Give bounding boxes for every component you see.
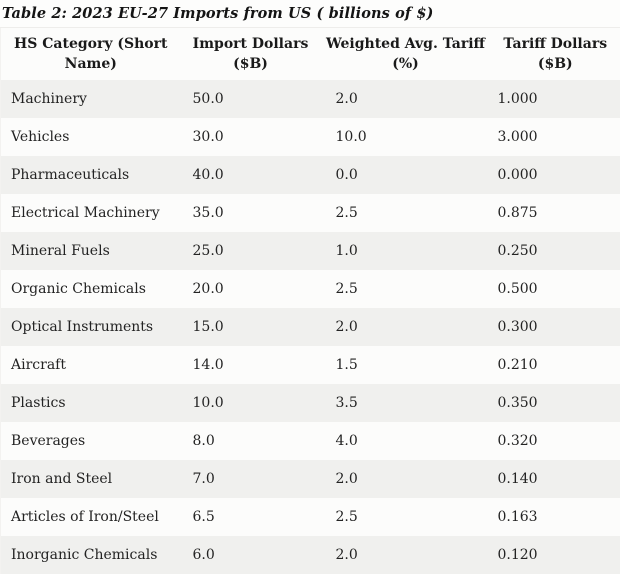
cell-category: Inorganic Chemicals xyxy=(1,536,181,574)
cell-category: Machinery xyxy=(1,80,181,118)
table-row: Vehicles 30.0 10.0 3.000 xyxy=(1,118,620,156)
table-body: Machinery 50.0 2.0 1.000 Vehicles 30.0 1… xyxy=(1,80,620,574)
cell-weighted-avg-tariff: 2.5 xyxy=(321,194,491,232)
cell-weighted-avg-tariff: 4.0 xyxy=(321,422,491,460)
cell-tariff-dollars: 0.140 xyxy=(491,460,620,498)
cell-import-dollars: 14.0 xyxy=(181,346,321,384)
cell-weighted-avg-tariff: 2.5 xyxy=(321,270,491,308)
cell-tariff-dollars: 0.350 xyxy=(491,384,620,422)
cell-import-dollars: 8.0 xyxy=(181,422,321,460)
cell-category: Pharmaceuticals xyxy=(1,156,181,194)
table-header: HS Category (Short Name) Import Dollars … xyxy=(1,28,620,81)
cell-weighted-avg-tariff: 1.5 xyxy=(321,346,491,384)
cell-category: Aircraft xyxy=(1,346,181,384)
cell-import-dollars: 35.0 xyxy=(181,194,321,232)
table-row: Iron and Steel 7.0 2.0 0.140 xyxy=(1,460,620,498)
cell-tariff-dollars: 3.000 xyxy=(491,118,620,156)
column-header-tariff-dollars: Tariff Dollars ($B) xyxy=(491,28,620,81)
header-line: Tariff Dollars xyxy=(491,34,620,54)
table-row: Pharmaceuticals 40.0 0.0 0.000 xyxy=(1,156,620,194)
cell-tariff-dollars: 0.875 xyxy=(491,194,620,232)
cell-category: Plastics xyxy=(1,384,181,422)
cell-category: Beverages xyxy=(1,422,181,460)
table-row: Articles of Iron/Steel 6.5 2.5 0.163 xyxy=(1,498,620,536)
cell-import-dollars: 7.0 xyxy=(181,460,321,498)
cell-category: Optical Instruments xyxy=(1,308,181,346)
cell-weighted-avg-tariff: 2.5 xyxy=(321,498,491,536)
header-line: Import Dollars xyxy=(181,34,321,54)
header-line: ($B) xyxy=(181,54,321,74)
cell-weighted-avg-tariff: 10.0 xyxy=(321,118,491,156)
column-header-import-dollars: Import Dollars ($B) xyxy=(181,28,321,81)
cell-tariff-dollars: 0.300 xyxy=(491,308,620,346)
cell-tariff-dollars: 0.000 xyxy=(491,156,620,194)
cell-category: Electrical Machinery xyxy=(1,194,181,232)
cell-tariff-dollars: 0.500 xyxy=(491,270,620,308)
cell-category: Vehicles xyxy=(1,118,181,156)
cell-weighted-avg-tariff: 0.0 xyxy=(321,156,491,194)
header-line: HS Category (Short xyxy=(1,34,181,54)
column-header-weighted-avg-tariff: Weighted Avg. Tariff (%) xyxy=(321,28,491,81)
table-row: Plastics 10.0 3.5 0.350 xyxy=(1,384,620,422)
cell-weighted-avg-tariff: 2.0 xyxy=(321,308,491,346)
cell-weighted-avg-tariff: 2.0 xyxy=(321,460,491,498)
cell-import-dollars: 15.0 xyxy=(181,308,321,346)
table-row: Inorganic Chemicals 6.0 2.0 0.120 xyxy=(1,536,620,574)
cell-tariff-dollars: 0.320 xyxy=(491,422,620,460)
column-header-hs-category: HS Category (Short Name) xyxy=(1,28,181,81)
header-line: (%) xyxy=(321,54,491,74)
cell-import-dollars: 30.0 xyxy=(181,118,321,156)
cell-weighted-avg-tariff: 3.5 xyxy=(321,384,491,422)
table-row: Beverages 8.0 4.0 0.320 xyxy=(1,422,620,460)
header-line: ($B) xyxy=(491,54,620,74)
cell-tariff-dollars: 0.163 xyxy=(491,498,620,536)
header-line: Name) xyxy=(1,54,181,74)
imports-table: HS Category (Short Name) Import Dollars … xyxy=(0,27,620,574)
table-row: Mineral Fuels 25.0 1.0 0.250 xyxy=(1,232,620,270)
table-title: Table 2: 2023 EU-27 Imports from US ( bi… xyxy=(0,0,620,24)
cell-category: Iron and Steel xyxy=(1,460,181,498)
cell-import-dollars: 40.0 xyxy=(181,156,321,194)
table-row: Electrical Machinery 35.0 2.5 0.875 xyxy=(1,194,620,232)
table-row: Aircraft 14.0 1.5 0.210 xyxy=(1,346,620,384)
cell-weighted-avg-tariff: 2.0 xyxy=(321,80,491,118)
cell-import-dollars: 50.0 xyxy=(181,80,321,118)
cell-tariff-dollars: 0.210 xyxy=(491,346,620,384)
cell-category: Organic Chemicals xyxy=(1,270,181,308)
cell-import-dollars: 6.0 xyxy=(181,536,321,574)
cell-import-dollars: 6.5 xyxy=(181,498,321,536)
cell-weighted-avg-tariff: 2.0 xyxy=(321,536,491,574)
cell-category: Articles of Iron/Steel xyxy=(1,498,181,536)
cell-category: Mineral Fuels xyxy=(1,232,181,270)
cell-import-dollars: 25.0 xyxy=(181,232,321,270)
cell-tariff-dollars: 0.120 xyxy=(491,536,620,574)
cell-import-dollars: 10.0 xyxy=(181,384,321,422)
table-row: Optical Instruments 15.0 2.0 0.300 xyxy=(1,308,620,346)
table-row: Machinery 50.0 2.0 1.000 xyxy=(1,80,620,118)
header-row: HS Category (Short Name) Import Dollars … xyxy=(1,28,620,81)
cell-weighted-avg-tariff: 1.0 xyxy=(321,232,491,270)
header-line: Weighted Avg. Tariff xyxy=(321,34,491,54)
cell-tariff-dollars: 0.250 xyxy=(491,232,620,270)
cell-import-dollars: 20.0 xyxy=(181,270,321,308)
table-row: Organic Chemicals 20.0 2.5 0.500 xyxy=(1,270,620,308)
cell-tariff-dollars: 1.000 xyxy=(491,80,620,118)
